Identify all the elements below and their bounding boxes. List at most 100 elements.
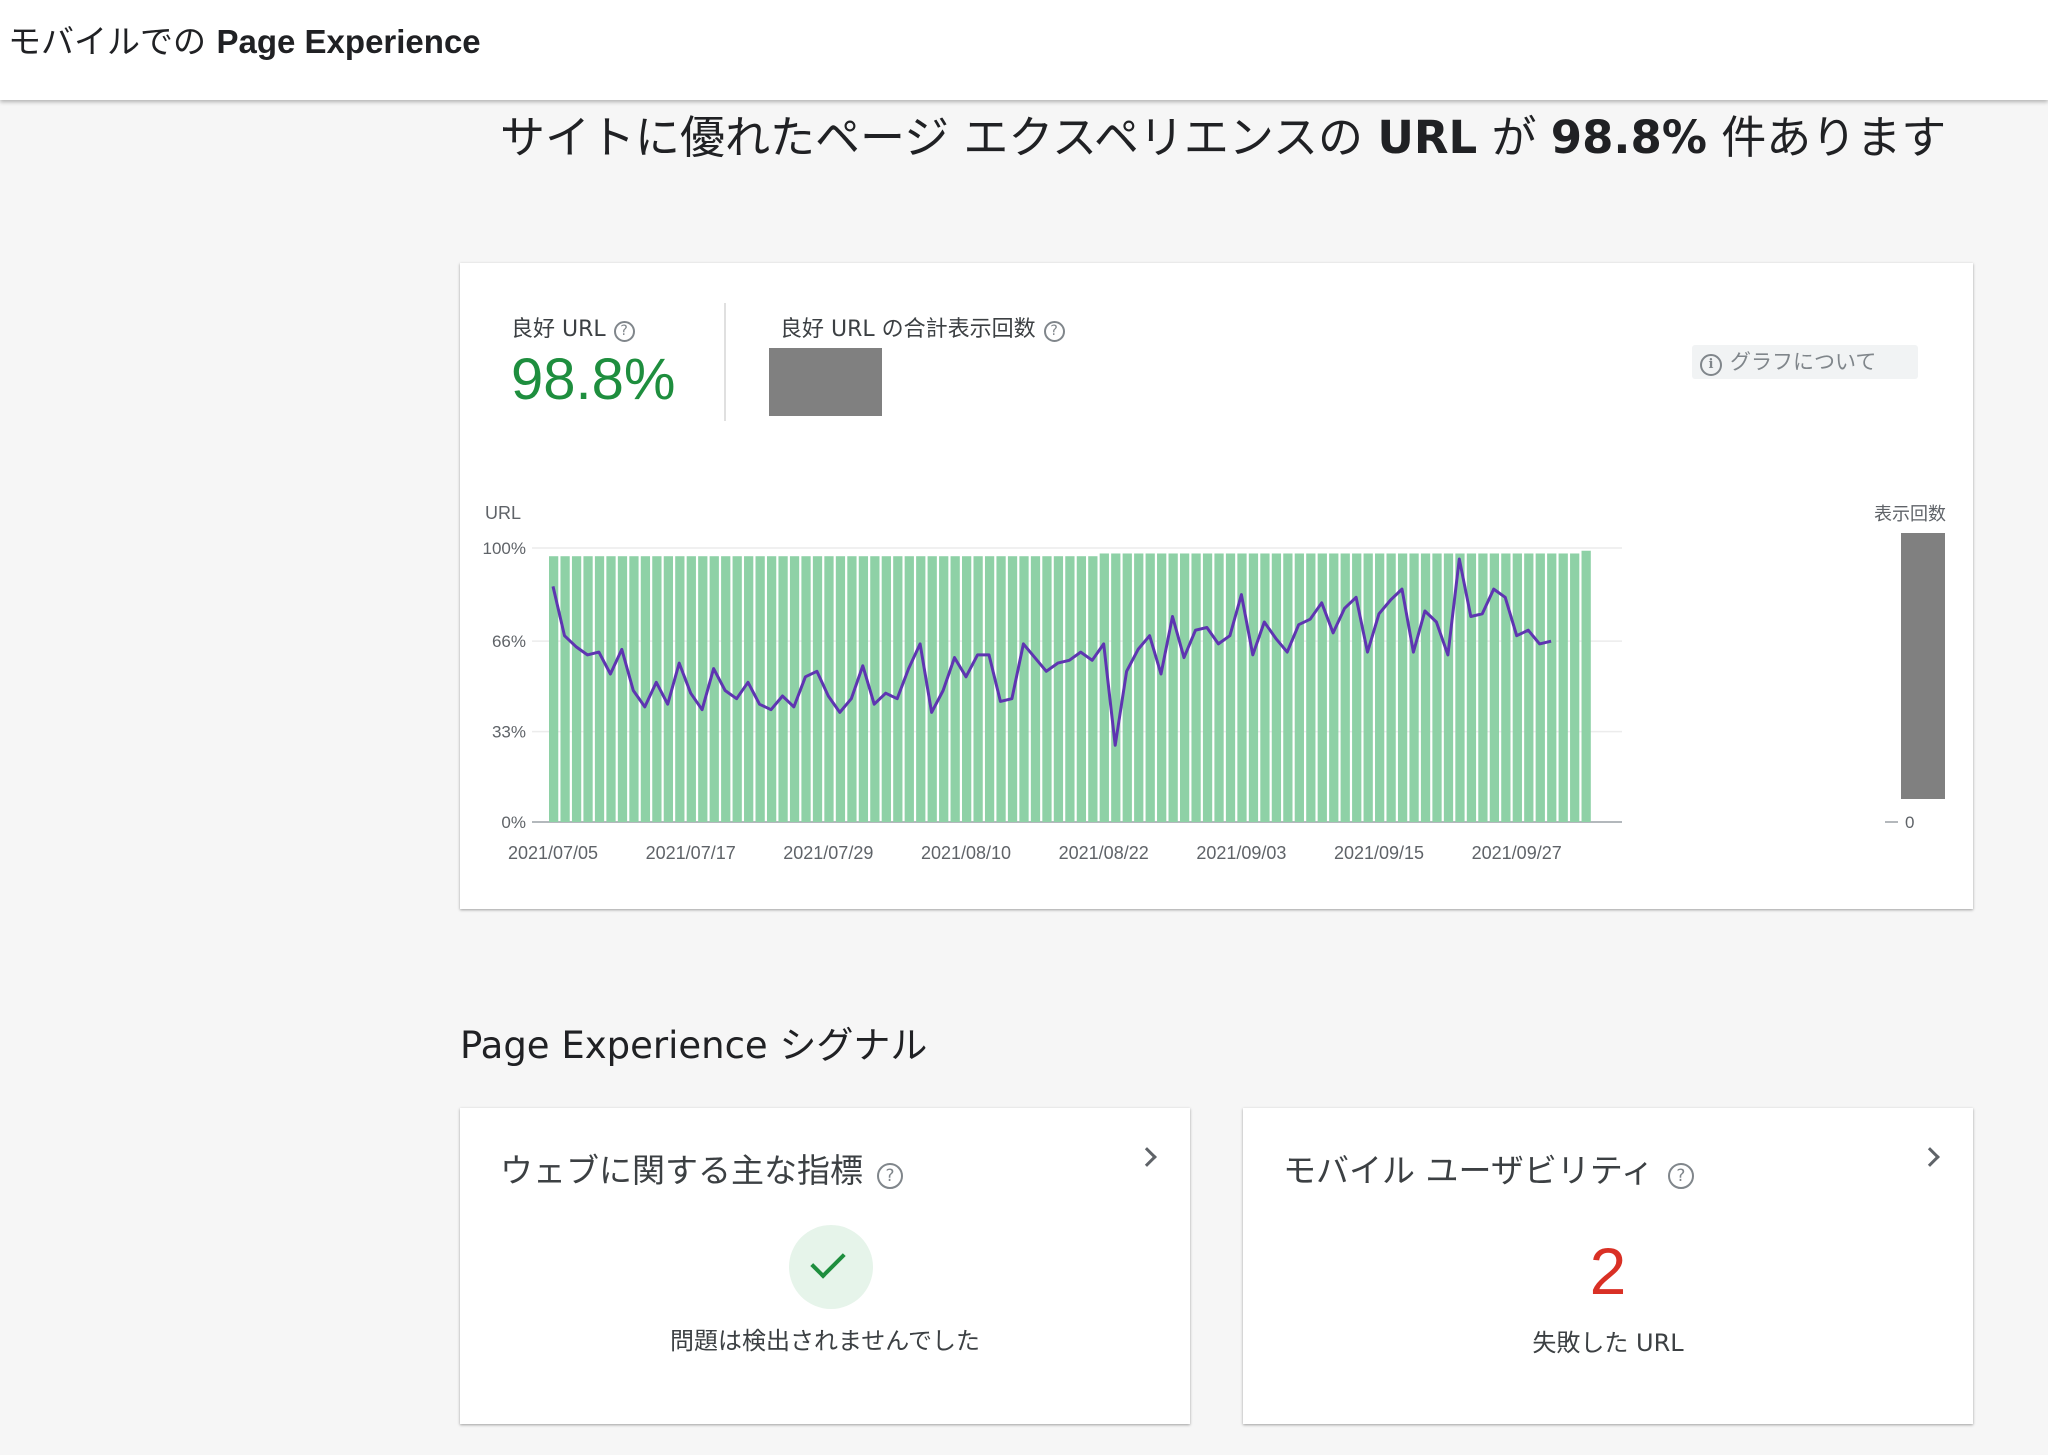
- x-tick-label: 2021/09/15: [1334, 843, 1424, 863]
- chart-bar: [744, 556, 754, 822]
- chart-bar: [962, 556, 972, 822]
- chart-bar: [1397, 553, 1408, 822]
- chart-bar: [1455, 553, 1465, 822]
- chart-bar: [1547, 553, 1557, 822]
- about-graph-button[interactable]: i グラフについて: [1692, 345, 1918, 379]
- good-url-value: 98.8%: [511, 347, 676, 412]
- chart-bar: [1581, 550, 1591, 822]
- chart-bar: [1237, 553, 1247, 822]
- chart-bar: [801, 556, 811, 822]
- chart-bar: [560, 556, 570, 822]
- help-icon[interactable]: ?: [1043, 321, 1065, 342]
- chevron-right-icon[interactable]: [1920, 1147, 1940, 1167]
- chart-bar: [1570, 553, 1580, 822]
- impressions-series-line: [551, 557, 1552, 747]
- chart-bar: [904, 556, 914, 822]
- core-web-vitals-card[interactable]: ウェブに関する主な指標? 問題は検出されませんでした: [460, 1108, 1190, 1424]
- chart-bar: [824, 556, 834, 822]
- chart-bar: [858, 556, 869, 822]
- x-tick-label: 2021/08/22: [1059, 843, 1149, 863]
- chart-bar: [606, 556, 616, 822]
- y-axis-label-left: URL: [485, 503, 521, 523]
- chart-bar: [1168, 553, 1178, 822]
- chart-bar: [789, 556, 800, 822]
- chart-bar: [1260, 553, 1270, 822]
- check-icon: [789, 1225, 873, 1309]
- x-tick-label: 2021/07/17: [646, 843, 736, 863]
- x-tick-label: 2021/08/10: [921, 843, 1011, 863]
- chart-bar: [1214, 553, 1224, 822]
- chart-bar: [870, 556, 880, 822]
- chart-bar: [549, 556, 559, 822]
- chart-bar: [732, 556, 742, 822]
- chart-bar: [1386, 553, 1396, 822]
- chart-bar: [1512, 553, 1522, 822]
- chart-bar: [1535, 553, 1545, 822]
- help-icon[interactable]: ?: [877, 1163, 903, 1189]
- signals-section-title: Page Experience シグナル: [460, 1024, 928, 1067]
- help-icon[interactable]: ?: [1667, 1163, 1694, 1189]
- chart-bar: [675, 556, 685, 822]
- chart-bar: [1088, 556, 1098, 822]
- chart-bar: [812, 556, 823, 822]
- metric-divider: [724, 303, 726, 421]
- chart-bar: [1099, 553, 1109, 822]
- chart-bar: [1271, 553, 1282, 822]
- chart-bar: [1352, 553, 1362, 822]
- chart-bar: [1019, 556, 1029, 822]
- x-tick-label: 2021/07/29: [783, 843, 873, 863]
- chart-bar: [778, 556, 788, 822]
- chart-bar: [1145, 553, 1155, 822]
- failed-url-label: 失敗した URL: [1532, 1329, 1684, 1357]
- no-issues-text: 問題は検出されませんでした: [669, 1327, 981, 1355]
- chart-bar: [1432, 553, 1442, 822]
- chart-bar: [1478, 553, 1488, 822]
- chart-bar: [996, 556, 1006, 822]
- chart-bar: [1409, 553, 1419, 822]
- failed-url-count: 2: [1589, 1234, 1627, 1308]
- chart-bar: [916, 556, 926, 822]
- chart-bar: [1225, 553, 1236, 822]
- chart-bar: [1053, 556, 1064, 822]
- chart-bar: [1329, 553, 1339, 822]
- chart-bar: [1030, 556, 1041, 822]
- chart-bar: [1340, 553, 1350, 822]
- chart-bar: [1179, 553, 1190, 822]
- page-experience-chart-card: 良好 URL? 98.8% 良好 URL の合計表示回数? i グラフについて U…: [460, 263, 1973, 909]
- chart-bar: [1111, 553, 1121, 822]
- chart-bar: [1134, 553, 1144, 822]
- impressions-metric[interactable]: 良好 URL の合計表示回数?: [780, 311, 1065, 343]
- y-tick-label: 100%: [483, 539, 526, 558]
- top-app-bar: モバイルでの Page Experience: [0, 0, 2048, 100]
- core-web-vitals-title: ウェブに関する主な指標?: [500, 1144, 903, 1192]
- x-tick-label: 2021/07/05: [508, 843, 598, 863]
- chart-bar: [835, 556, 846, 822]
- y-tick-label: 33%: [492, 723, 526, 742]
- chart-bar: [1363, 553, 1373, 822]
- x-tick-label: 2021/09/03: [1196, 843, 1286, 863]
- y-tick-label: 66%: [492, 632, 526, 651]
- chart-bar: [973, 556, 983, 822]
- chart-bar: [583, 556, 593, 822]
- chart-bar: [766, 556, 777, 822]
- chart-bar: [1558, 553, 1568, 822]
- chart-bar: [686, 556, 696, 822]
- chart-bar: [950, 556, 960, 822]
- chart-bar: [893, 556, 903, 822]
- help-icon[interactable]: ?: [613, 321, 635, 342]
- summary-headline: サイトに優れたページ エクスペリエンスの URL が 98.8% 件あります: [500, 111, 1947, 164]
- page-title: モバイルでの Page Experience: [8, 22, 481, 61]
- chart-bar: [1122, 553, 1132, 822]
- chart-bar: [1042, 556, 1052, 822]
- good-url-metric[interactable]: 良好 URL?: [511, 311, 635, 343]
- chart-bar: [1501, 553, 1511, 822]
- chevron-right-icon[interactable]: [1137, 1147, 1157, 1167]
- chart-bar: [1489, 553, 1500, 822]
- chart-bar: [1248, 553, 1259, 822]
- mobile-usability-card[interactable]: モバイル ユーザビリティ? 2 失敗した URL: [1243, 1108, 1973, 1424]
- chart-bar: [698, 556, 708, 822]
- chart-bar: [847, 556, 857, 822]
- info-icon: i: [1700, 354, 1722, 376]
- chart-bar: [1306, 553, 1316, 822]
- chart-bar: [984, 556, 995, 822]
